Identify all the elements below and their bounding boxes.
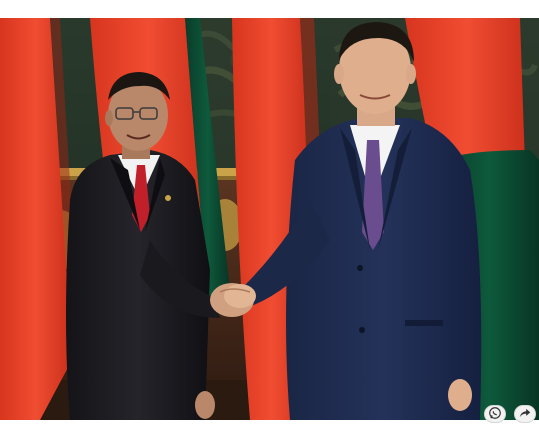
person-right xyxy=(240,22,482,420)
person-left xyxy=(66,72,220,420)
whatsapp-icon xyxy=(488,405,502,424)
share-button[interactable] xyxy=(514,405,536,423)
handshake-hands xyxy=(210,283,256,317)
share-icon xyxy=(518,405,532,424)
whatsapp-share-button[interactable] xyxy=(484,405,506,423)
